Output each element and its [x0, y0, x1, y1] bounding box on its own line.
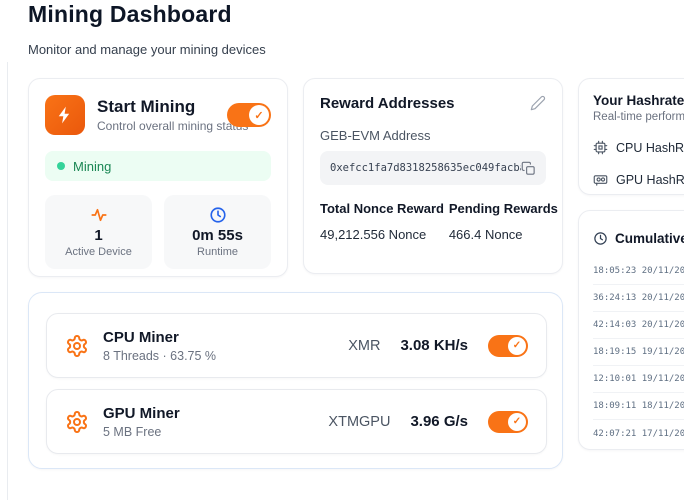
- cpu-miner-rate: 3.08 KH/s: [400, 337, 468, 354]
- gpu-miner-toggle[interactable]: ✓: [488, 410, 528, 433]
- toggle-check-icon: ✓: [249, 105, 269, 125]
- runtime-label: Runtime: [197, 246, 238, 258]
- timestamp-row: 42:14:03 20/11/2025: [593, 312, 684, 339]
- mining-status-badge: Mining: [45, 151, 271, 181]
- copy-icon[interactable]: [521, 161, 536, 176]
- cpu-miner-row: CPU Miner 8 Threads · 63.75 % XMR 3.08 K…: [46, 313, 547, 378]
- address-value: 0xefcc1fa7d8318258635ec049facba8…: [330, 162, 521, 174]
- active-device-value: 1: [94, 227, 103, 244]
- lightning-icon: [45, 95, 85, 135]
- timestamp-list: 18:05:23 20/11/2025 36:24:13 20/11/2025 …: [593, 258, 684, 447]
- timestamp-row: 42:07:21 17/11/2025: [593, 428, 684, 439]
- total-nonce-reward-value: 49,212.556 Nonce: [320, 227, 427, 242]
- gpu-miner-detail: 5 MB Free: [103, 424, 162, 439]
- timestamp-row: 18:19:15 19/11/2025: [593, 339, 684, 366]
- gpu-hashrate-row: GPU HashRate: [593, 172, 684, 187]
- miners-panel: CPU Miner 8 Threads · 63.75 % XMR 3.08 K…: [28, 292, 563, 469]
- cpu-miner-name: CPU Miner: [103, 328, 179, 346]
- pending-rewards-label: Pending Rewards: [449, 201, 558, 216]
- left-divider: [7, 62, 8, 500]
- pending-rewards-text: Pending Rewards: [448, 201, 558, 216]
- timestamp-row: 18:09:11 18/11/2025: [593, 393, 684, 420]
- mining-status-label: Mining: [73, 158, 112, 174]
- gear-icon: [67, 410, 87, 433]
- toggle-check-icon: ✓: [508, 412, 526, 431]
- cpu-hashrate-label: CPU HashRate: [616, 140, 684, 155]
- address-field: 0xefcc1fa7d8318258635ec049facba8…: [320, 151, 546, 185]
- toggle-check-icon: ✓: [508, 336, 526, 355]
- your-hashrate-title: Your Hashrate: [593, 93, 684, 108]
- gpu-miner-name: GPU Miner: [103, 404, 180, 422]
- your-hashrate-subtitle: Real-time performance: [593, 111, 684, 123]
- pending-rewards-value: 466.4 Nonce: [448, 227, 523, 242]
- gear-icon: [67, 334, 87, 357]
- cpu-miner-toggle[interactable]: ✓: [488, 334, 528, 357]
- gpu-icon: [593, 175, 608, 186]
- gpu-miner-rate: 3.96 G/s: [410, 413, 468, 430]
- timestamp-row: 12:10:01 19/11/2025: [593, 366, 684, 393]
- clock-icon: [594, 232, 607, 245]
- your-hashrate-card: Your Hashrate Real-time performance CPU …: [578, 78, 684, 195]
- cpu-miner-coin: XMR: [348, 337, 381, 354]
- activity-icon: [90, 208, 107, 222]
- cpu-miner-detail: 8 Threads · 63.75 %: [103, 348, 217, 363]
- runtime-stat: 0m 55s Runtime: [164, 195, 271, 269]
- edit-pencil-icon[interactable]: [530, 95, 546, 111]
- address-type-label: GEB-EVM Address: [320, 128, 431, 143]
- mining-master-toggle[interactable]: ✓: [227, 103, 271, 127]
- page-title: Mining Dashboard: [28, 1, 232, 27]
- start-mining-subtitle: Control overall mining status: [97, 119, 249, 133]
- reward-addresses-title: Reward Addresses: [320, 95, 455, 112]
- timestamp-row: 36:24:13 20/11/2025: [593, 285, 684, 312]
- page-subtitle: Monitor and manage your mining devices: [28, 42, 266, 57]
- start-mining-title: Start Mining: [97, 97, 196, 116]
- gpu-hashrate-label: GPU HashRate: [616, 172, 684, 187]
- cumulative-total-title: Cumulative Tot: [615, 231, 684, 246]
- cumulative-total-card: Cumulative Tot 18:05:23 20/11/2025 36:24…: [578, 210, 684, 450]
- active-device-stat: 1 Active Device: [45, 195, 152, 269]
- gpu-miner-coin: XTMGPU: [328, 413, 391, 430]
- clock-icon: [209, 207, 226, 223]
- status-dot-icon: [57, 162, 65, 170]
- start-mining-card: Start Mining Control overall mining stat…: [28, 78, 288, 277]
- gpu-miner-row: GPU Miner 5 MB Free XTMGPU 3.96 G/s ✓: [46, 389, 547, 454]
- active-device-label: Active Device: [65, 246, 132, 258]
- timestamp-row: 18:05:23 20/11/2025: [593, 258, 684, 285]
- reward-addresses-card: Reward Addresses GEB-EVM Address 0xefcc1…: [303, 78, 563, 274]
- runtime-value: 0m 55s: [192, 227, 243, 244]
- total-nonce-reward-label: Total Nonce Reward: [320, 201, 445, 216]
- cpu-icon: [593, 140, 608, 155]
- cpu-hashrate-row: CPU HashRate: [593, 140, 684, 155]
